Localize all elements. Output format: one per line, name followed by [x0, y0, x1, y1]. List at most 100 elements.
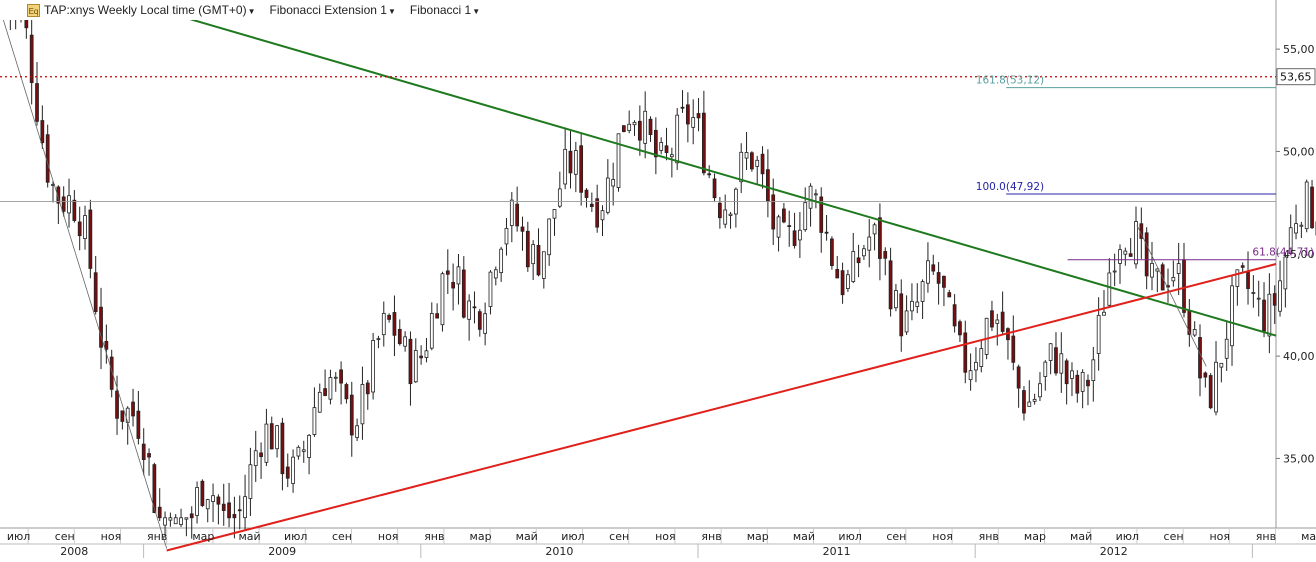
candle-down	[30, 35, 33, 82]
month-label: янв	[979, 530, 999, 543]
candle-up	[1151, 263, 1154, 277]
candle-down	[596, 199, 599, 227]
month-label: май	[1070, 530, 1092, 543]
chart-toolbar: Eq TAP:xnys Weekly Local time (GMT+0)▼ F…	[0, 0, 494, 20]
candle-up	[1044, 362, 1047, 376]
candle-down	[713, 179, 716, 198]
candle-down	[46, 135, 49, 183]
candle-up	[926, 261, 929, 283]
candle-down	[1055, 348, 1058, 373]
candle-up	[276, 426, 279, 449]
candle-up	[1236, 270, 1239, 287]
indicator1-label: Fibonacci Extension 1	[270, 3, 387, 17]
candle-up	[68, 196, 71, 213]
candle-up	[724, 210, 727, 224]
candle-up	[494, 270, 497, 278]
candle-up	[740, 152, 743, 181]
candle-down	[452, 282, 455, 288]
month-label: сен	[332, 530, 352, 543]
candle-down	[521, 227, 524, 231]
candle-down	[793, 231, 796, 246]
indicator-fib-extension[interactable]: Fibonacci Extension 1▼	[270, 3, 396, 17]
month-label: сен	[886, 530, 906, 543]
candle-down	[841, 271, 844, 295]
candle-down	[73, 200, 76, 220]
indicator2-label: Fibonacci 1	[410, 3, 471, 17]
candle-up	[84, 216, 87, 239]
candle-down	[958, 322, 961, 335]
candle-up	[921, 282, 924, 302]
month-label: ноя	[101, 530, 122, 543]
month-label: янв	[424, 530, 444, 543]
candle-down	[1087, 380, 1090, 386]
candle-up	[985, 318, 988, 354]
candle-up	[169, 518, 172, 520]
candle-down	[1022, 391, 1025, 413]
candle-down	[654, 130, 657, 156]
candle-down	[516, 204, 519, 226]
candle-up	[542, 252, 545, 279]
candle-up	[756, 160, 759, 166]
month-label: мар	[1024, 530, 1046, 543]
candle-down	[41, 121, 44, 143]
candle-down	[857, 258, 860, 263]
indicator-fibonacci[interactable]: Fibonacci 1▼	[410, 3, 480, 17]
candle-up	[809, 186, 812, 208]
current-price-label: 53,65	[1280, 71, 1312, 84]
candle-up	[1071, 371, 1074, 379]
candle-up	[1028, 402, 1031, 406]
candle-up	[1257, 298, 1260, 299]
candle-down	[222, 504, 225, 510]
candle-down	[697, 114, 700, 118]
candle-up	[174, 518, 177, 524]
year-label: 2010	[545, 545, 573, 558]
candle-up	[212, 496, 215, 502]
candle-up	[1081, 372, 1084, 391]
candle-up	[1113, 271, 1116, 272]
candle-down	[420, 356, 423, 358]
candle-down	[937, 273, 940, 284]
candle-up	[1220, 363, 1223, 367]
month-label: янв	[147, 530, 167, 543]
candle-up	[862, 249, 865, 256]
month-label: янв	[701, 530, 721, 543]
candle-up	[164, 518, 167, 525]
y-tick-label: 35,00	[1283, 452, 1315, 465]
month-label: июл	[7, 530, 30, 543]
month-label: мар	[1301, 530, 1316, 543]
candle-up	[558, 189, 561, 206]
month-label: ноя	[378, 530, 399, 543]
candle-down	[1012, 336, 1015, 362]
candle-down	[36, 84, 39, 122]
chevron-down-icon: ▼	[388, 7, 396, 16]
candle-up	[670, 155, 673, 157]
candle-up	[1284, 257, 1287, 289]
symbol-selector[interactable]: TAP:xnys Weekly Local time (GMT+0)▼	[44, 3, 256, 17]
candle-up	[574, 151, 577, 175]
candle-up	[745, 152, 748, 158]
candle-down	[750, 153, 753, 169]
candle-down	[569, 151, 572, 173]
candle-up	[382, 313, 385, 334]
candle-up	[244, 497, 247, 518]
candle-down	[228, 503, 231, 518]
candle-up	[905, 311, 908, 332]
candle-down	[686, 105, 689, 124]
candle-down	[537, 245, 540, 274]
candle-down	[233, 514, 236, 517]
candle-up	[1231, 286, 1234, 346]
candle-up	[1252, 292, 1255, 293]
candle-up	[1119, 250, 1122, 264]
candle-down	[665, 146, 668, 153]
month-label: сен	[55, 530, 75, 543]
candle-down	[889, 261, 892, 309]
candle-down	[142, 444, 145, 459]
candle-down	[1183, 260, 1186, 313]
candle-down	[1204, 373, 1207, 377]
eq-icon[interactable]: Eq	[27, 4, 40, 17]
candle-up	[1097, 315, 1100, 353]
month-label: май	[793, 530, 815, 543]
candle-down	[1145, 233, 1148, 276]
candle-down	[78, 222, 81, 236]
